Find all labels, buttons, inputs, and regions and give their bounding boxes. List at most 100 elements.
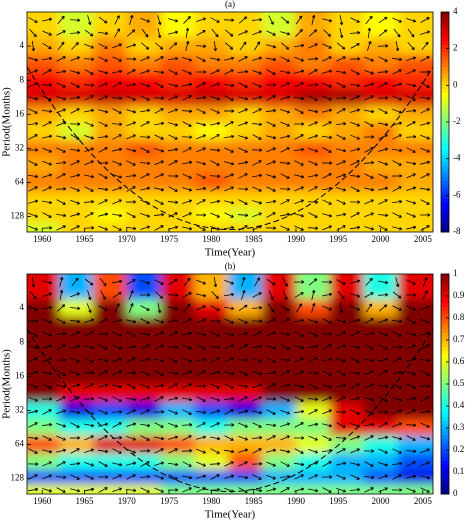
colorbar-segment — [441, 395, 449, 400]
arrow — [196, 108, 206, 114]
arrow — [181, 135, 193, 139]
arrow — [112, 69, 123, 74]
arrow — [420, 370, 430, 376]
arrow — [69, 461, 81, 466]
arrow — [210, 383, 220, 389]
arrow — [126, 383, 136, 389]
colorbar-segment — [441, 380, 449, 385]
heatmap-cell — [363, 88, 398, 107]
arrow — [322, 435, 332, 441]
colorbar-tick-label: 0.2 — [453, 444, 464, 454]
arrow — [364, 358, 375, 363]
arrow — [154, 173, 164, 179]
arrow — [196, 435, 207, 440]
heatmap-cell — [397, 435, 433, 454]
arrow — [237, 358, 249, 362]
arrow — [84, 160, 94, 166]
arrow — [112, 448, 122, 454]
colorbar-segment — [441, 358, 449, 363]
arrow — [139, 474, 151, 479]
arrow — [294, 69, 305, 74]
arrow — [378, 474, 389, 480]
arrow — [420, 461, 430, 467]
arrow — [280, 396, 290, 402]
arrow — [336, 331, 346, 337]
arrow — [223, 225, 235, 230]
colorbar-segment — [441, 431, 449, 436]
arrow — [70, 160, 80, 166]
arrow — [84, 121, 94, 127]
heatmap-cell — [262, 173, 297, 192]
heatmap-cell — [397, 156, 433, 175]
colorbar-segment — [441, 439, 449, 444]
arrow — [307, 83, 319, 87]
heatmap-cell — [397, 37, 433, 56]
arrow — [196, 461, 206, 467]
arrow — [266, 95, 276, 101]
heatmap-cell — [295, 384, 331, 403]
arrow — [126, 160, 136, 166]
arrow — [210, 436, 221, 441]
arrow — [364, 212, 374, 218]
arrow — [294, 82, 304, 88]
arrow — [266, 199, 277, 204]
heatmap-cell — [160, 12, 195, 38]
y-tick-label: 8 — [20, 336, 25, 346]
heatmap-cell — [262, 299, 297, 318]
arrow — [224, 173, 234, 179]
arrow — [70, 357, 80, 363]
arrow — [167, 174, 179, 178]
arrow — [252, 422, 262, 428]
arrow — [336, 448, 346, 454]
arrow — [241, 276, 246, 287]
arrow — [140, 17, 150, 23]
arrow — [154, 279, 164, 285]
colorbar-segment — [441, 129, 449, 134]
arrow — [153, 410, 165, 414]
arrow — [280, 199, 290, 205]
arrow — [238, 435, 248, 441]
heatmap-cell — [397, 208, 433, 223]
colorbar-segment — [441, 307, 449, 312]
colorbar-segment — [441, 428, 449, 433]
heatmap-cell — [126, 105, 162, 124]
heatmap-cell — [262, 333, 297, 352]
arrow — [322, 384, 333, 389]
arrow — [321, 161, 333, 165]
x-tick-label: 2000 — [372, 234, 391, 244]
arrow — [140, 344, 150, 350]
heatmap-cell — [262, 88, 297, 107]
heatmap-cell — [160, 105, 195, 124]
arrow — [293, 96, 305, 101]
colorbar-segment — [441, 318, 449, 323]
heatmap-cell — [92, 139, 128, 158]
heatmap-cell — [363, 139, 398, 158]
arrow — [210, 96, 221, 101]
heatmap-cell — [262, 470, 297, 485]
arrow — [367, 40, 372, 51]
arrow — [100, 290, 106, 300]
arrow — [280, 82, 290, 88]
arrow — [280, 422, 291, 428]
arrow — [406, 56, 417, 61]
arrow — [364, 82, 375, 87]
arrow — [322, 461, 332, 467]
arrow — [308, 319, 319, 324]
heatmap-cell — [295, 316, 331, 335]
heatmap-cell — [228, 156, 263, 175]
arrow — [126, 43, 137, 48]
colorbar-segment — [441, 277, 449, 282]
arrow — [420, 199, 430, 205]
arrow — [322, 56, 332, 62]
arrow — [112, 186, 123, 191]
arrow — [154, 108, 164, 114]
arrow — [294, 396, 304, 402]
arrow — [419, 96, 431, 101]
heatmap-cell — [363, 274, 398, 300]
arrow — [182, 435, 192, 441]
colorbar-segment — [441, 303, 449, 308]
x-tick-label: 1960 — [33, 234, 52, 244]
arrow — [167, 488, 179, 492]
arrow — [363, 331, 375, 336]
arrow — [182, 212, 192, 218]
